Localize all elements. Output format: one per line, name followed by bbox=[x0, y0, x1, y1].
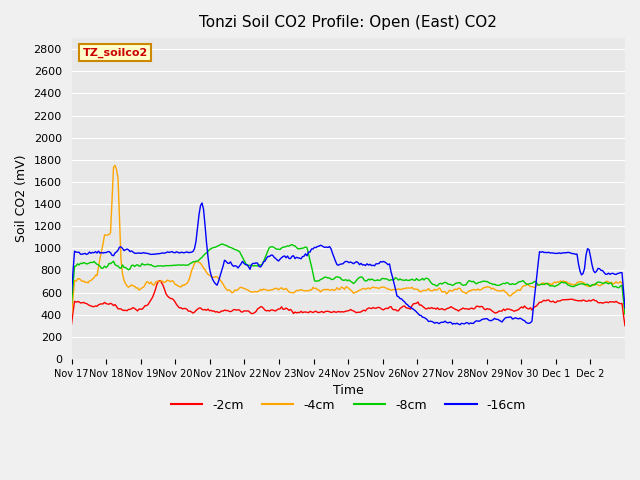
-2cm bbox=[285, 308, 293, 313]
Line: -4cm: -4cm bbox=[72, 165, 625, 314]
Text: TZ_soilco2: TZ_soilco2 bbox=[83, 48, 148, 58]
-4cm bbox=[68, 311, 76, 317]
-2cm bbox=[550, 300, 558, 305]
X-axis label: Time: Time bbox=[333, 384, 364, 397]
-8cm bbox=[473, 281, 481, 287]
-16cm bbox=[198, 200, 206, 206]
-16cm bbox=[474, 318, 482, 324]
-16cm bbox=[552, 251, 560, 256]
-8cm bbox=[285, 243, 293, 249]
-8cm bbox=[218, 241, 225, 247]
-16cm bbox=[291, 256, 299, 262]
Line: -8cm: -8cm bbox=[72, 244, 625, 314]
-4cm bbox=[165, 278, 173, 284]
-4cm bbox=[473, 287, 481, 293]
-4cm bbox=[550, 279, 558, 285]
-2cm bbox=[621, 323, 629, 329]
-2cm bbox=[473, 303, 481, 309]
-8cm bbox=[68, 300, 76, 306]
-16cm bbox=[525, 320, 533, 326]
Legend: -2cm, -4cm, -8cm, -16cm: -2cm, -4cm, -8cm, -16cm bbox=[166, 394, 531, 417]
-4cm bbox=[291, 289, 299, 295]
-2cm bbox=[156, 278, 164, 284]
-8cm bbox=[621, 311, 629, 317]
-16cm bbox=[285, 255, 293, 261]
Title: Tonzi Soil CO2 Profile: Open (East) CO2: Tonzi Soil CO2 Profile: Open (East) CO2 bbox=[199, 15, 497, 30]
-16cm bbox=[164, 249, 172, 255]
-4cm bbox=[621, 311, 629, 317]
-8cm bbox=[550, 284, 558, 289]
-8cm bbox=[524, 282, 531, 288]
-16cm bbox=[621, 305, 629, 311]
Line: -16cm: -16cm bbox=[72, 203, 625, 324]
-4cm bbox=[111, 162, 119, 168]
-16cm bbox=[68, 290, 76, 296]
Y-axis label: Soil CO2 (mV): Soil CO2 (mV) bbox=[15, 155, 28, 242]
-4cm bbox=[285, 289, 293, 295]
-8cm bbox=[291, 243, 299, 249]
-4cm bbox=[524, 281, 531, 287]
-8cm bbox=[164, 263, 172, 268]
-2cm bbox=[524, 306, 531, 312]
-2cm bbox=[165, 295, 173, 300]
-2cm bbox=[291, 309, 299, 315]
-16cm bbox=[456, 322, 464, 327]
Line: -2cm: -2cm bbox=[72, 281, 625, 326]
-2cm bbox=[68, 321, 76, 327]
